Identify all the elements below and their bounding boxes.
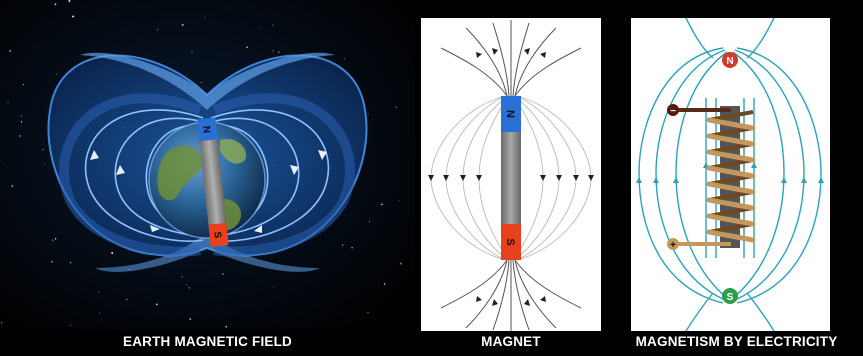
north-pole-block bbox=[501, 96, 521, 132]
earth-magnetic-field-illustration: N S bbox=[0, 0, 415, 330]
magnet-pole-lines bbox=[440, 20, 582, 331]
electro-south-label: S bbox=[727, 292, 734, 303]
electro-field-lines bbox=[638, 18, 822, 331]
magnet-arrows bbox=[428, 48, 594, 306]
earth-caption: EARTH MAGNETIC FIELD bbox=[123, 334, 292, 349]
north-cusp bbox=[80, 52, 335, 110]
electromagnet-svg: − + N S bbox=[631, 18, 830, 331]
electro-caption: MAGNETISM BY ELECTRICITY bbox=[635, 334, 838, 349]
earth-field-svg: N S bbox=[0, 0, 415, 330]
magnet-field-svg: N S bbox=[421, 18, 601, 331]
south-pole-block bbox=[501, 224, 521, 260]
magnet-caption: MAGNET bbox=[481, 334, 541, 349]
earth-south-label: S bbox=[211, 231, 223, 239]
field-arrows bbox=[90, 150, 327, 233]
electro-north-label: N bbox=[726, 56, 733, 67]
positive-terminal-label: + bbox=[670, 240, 676, 251]
earth-bar-magnet: N S bbox=[197, 117, 229, 247]
coil-back bbox=[708, 110, 754, 234]
coil-front bbox=[706, 117, 756, 243]
south-pole-block bbox=[208, 222, 229, 247]
magnet-north-label: N bbox=[504, 110, 516, 118]
negative-terminal bbox=[667, 104, 679, 116]
south-cusp bbox=[95, 232, 320, 272]
north-pole-block bbox=[197, 117, 218, 142]
bar-magnet-illustration: N S bbox=[421, 18, 601, 331]
electromagnet-illustration: − + N S bbox=[631, 18, 830, 331]
electro-north-marker bbox=[722, 52, 738, 68]
electro-south-marker bbox=[722, 288, 738, 304]
field-bands bbox=[59, 93, 355, 257]
magnet-south-label: S bbox=[504, 238, 516, 245]
negative-terminal-label: − bbox=[670, 106, 676, 117]
magnet-body bbox=[199, 139, 227, 225]
positive-terminal bbox=[667, 238, 679, 250]
earth-continents bbox=[157, 138, 246, 231]
earth-north-label: N bbox=[200, 125, 212, 133]
magnet-body bbox=[501, 132, 521, 224]
